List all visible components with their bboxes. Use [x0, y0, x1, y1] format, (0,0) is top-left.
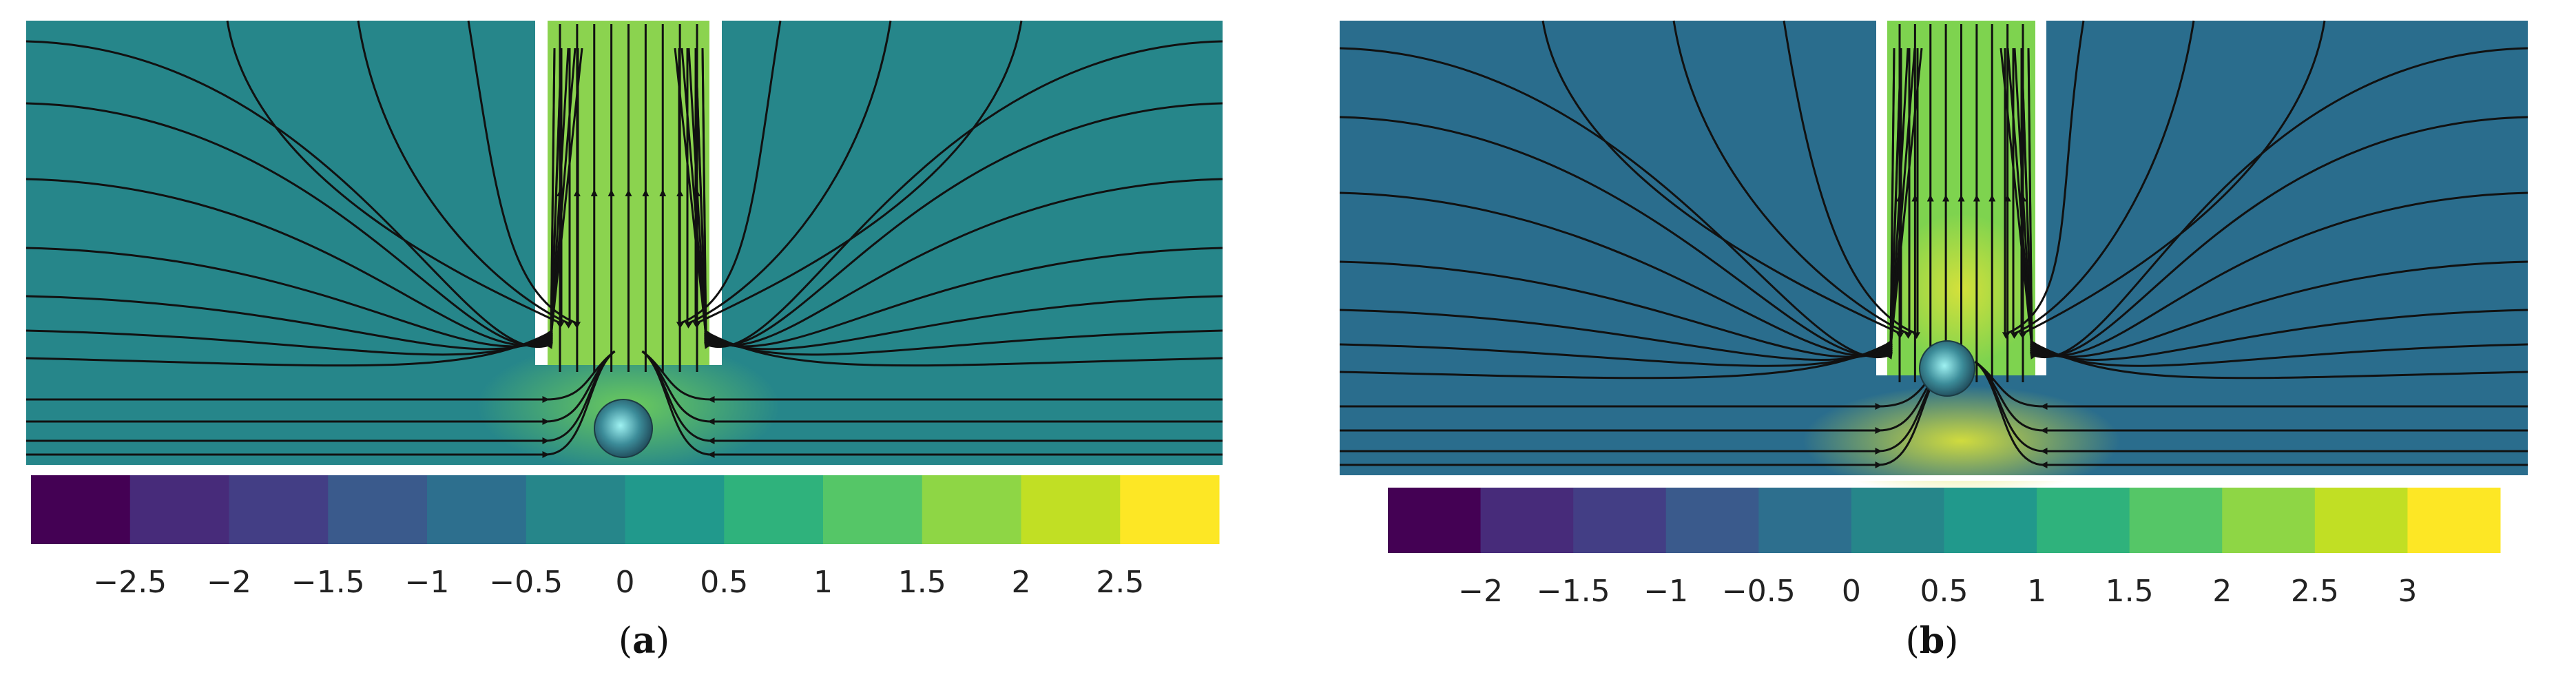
- colorbar-tick-label: 2.5: [2290, 574, 2339, 609]
- colorbar-tick-label: 2: [2212, 574, 2232, 609]
- streamlines: [25, 20, 1223, 459]
- streamline-top-left-2: [467, 20, 581, 329]
- streamline-left-2: [1339, 48, 1909, 357]
- streamline-top-right-1: [2010, 20, 2195, 339]
- streamline-right-6: [694, 48, 1223, 367]
- streamlines: [1339, 20, 2528, 469]
- colorbar-tick-label: −0.5: [1721, 574, 1796, 609]
- streamline-left-6: [1339, 48, 1902, 380]
- colorbar-tick-label: −2.5: [93, 565, 167, 600]
- colorbar-tick-label: 3: [2398, 574, 2418, 609]
- streamline-bottom-right-3: [641, 350, 1223, 459]
- streamline-bottom-right-3: [1974, 360, 2528, 469]
- colorbar-tick-label: −2: [1458, 574, 1504, 609]
- streamline-right-2: [687, 48, 1223, 346]
- streamline-top-left-0: [1541, 20, 1904, 339]
- colorbar-swatch-1: [129, 475, 229, 544]
- colorbar-tick-label: 1.5: [897, 565, 946, 600]
- colorbar-swatch-7: [724, 475, 824, 544]
- colorbar-tick-label: 0: [1841, 574, 1861, 609]
- particle-sphere: [594, 399, 653, 458]
- colorbar-tick-label: −1: [404, 565, 450, 600]
- streamline-top-left-1: [1672, 20, 1913, 339]
- flow-field-a: [25, 0, 1223, 544]
- streamline-top-left-1: [357, 20, 573, 329]
- colorbar-tick-label: 1.5: [2105, 574, 2154, 609]
- streamline-left-1: [1339, 48, 1902, 357]
- streamline-top-right-2: [2002, 20, 2085, 339]
- right-wall: [2035, 0, 2046, 375]
- colorbar-tick-label: −1.5: [291, 565, 365, 600]
- streamline-right-2: [2013, 48, 2528, 357]
- colorbar-swatch-0: [31, 475, 131, 544]
- streamline-right-1: [694, 48, 1223, 347]
- colorbar: [31, 475, 1220, 544]
- caption-a: (a): [618, 620, 670, 662]
- colorbar-swatch-6: [1944, 488, 2037, 553]
- streamline-top-right-1: [684, 20, 892, 329]
- colorbar-swatch-9: [2222, 488, 2316, 553]
- colorbar-swatch-5: [526, 475, 625, 544]
- colorbar-swatch-9: [922, 475, 1021, 544]
- streamline-right-0: [2027, 47, 2528, 360]
- colorbar-swatch-11: [2407, 488, 2501, 553]
- streamline-top-left-0: [226, 20, 565, 329]
- colorbar-swatch-2: [1573, 488, 1667, 553]
- colorbar-tick-label: −2: [207, 565, 251, 600]
- colorbar-tick-label: 0.5: [700, 565, 749, 600]
- bottom-edge: [1340, 475, 2528, 481]
- colorbar-swatch-2: [229, 475, 329, 544]
- flow-field-b: [1339, 0, 2528, 553]
- colorbar-swatch-0: [1388, 488, 1482, 553]
- streamline-right-0: [701, 40, 1223, 349]
- colorbar-swatch-5: [1851, 488, 1944, 553]
- streamline-left-2: [25, 48, 570, 346]
- colorbar-tick-label: 2.5: [1096, 565, 1145, 600]
- panel-a: −2.5 −2 −1.5 −1 −0.5 0 0.5 1 1.5 2 2.5 (a): [25, 0, 1223, 662]
- colorbar-tick-label: 2: [1011, 565, 1031, 600]
- particle-sphere: [1919, 340, 1975, 397]
- streamline-top-right-0: [692, 20, 1023, 329]
- left-wall: [1876, 0, 1887, 375]
- colorbar-swatch-11: [1120, 475, 1220, 544]
- streamline-left-0: [1339, 47, 1895, 360]
- colorbar-tick-label: 1: [2027, 574, 2047, 609]
- caption-b: (b): [1905, 620, 1959, 662]
- streamline-right-1: [2020, 48, 2528, 357]
- streamline-left-0: [25, 40, 556, 349]
- right-wall: [709, 0, 722, 365]
- colorbar-tick-label: −1.5: [1536, 574, 1610, 609]
- colorbar-swatch-7: [2037, 488, 2130, 553]
- colorbar-swatch-8: [823, 475, 923, 544]
- streamline-right-6: [2020, 48, 2528, 380]
- colorbar-tick-label: −0.5: [489, 565, 563, 600]
- colorbar-tick-label: 0: [615, 565, 635, 600]
- colorbar: [1388, 488, 2501, 553]
- colorbar-swatch-6: [625, 475, 725, 544]
- panel-b: −2 −1.5 −1 −0.5 0 0.5 1 1.5 2 2.5 3 (b): [1288, 0, 2576, 686]
- colorbar-swatch-10: [1021, 475, 1121, 544]
- colorbar-swatch-4: [1758, 488, 1852, 553]
- streamline-top-left-2: [1783, 20, 1921, 339]
- bottom-edge: [26, 465, 1223, 470]
- colorbar-swatch-3: [1665, 488, 1759, 553]
- colorbar-tick-label: −1: [1643, 574, 1689, 609]
- colorbar-swatch-3: [328, 475, 428, 544]
- colorbar-swatch-10: [2314, 488, 2408, 553]
- streamline-left-6: [25, 48, 563, 367]
- colorbar-swatch-4: [427, 475, 527, 544]
- junction-glow: [1803, 386, 2120, 496]
- streamline-bottom-left-3: [26, 350, 616, 459]
- colorbar-swatch-1: [1480, 488, 1574, 553]
- streamline-left-1: [25, 48, 563, 347]
- streamline-top-right-0: [2018, 20, 2326, 339]
- streamline-top-right-2: [676, 20, 782, 329]
- colorbar-tick-label: 1: [813, 565, 833, 600]
- colorbar-swatch-8: [2129, 488, 2223, 553]
- colorbar-tick-label: 0.5: [1920, 574, 1969, 609]
- left-wall: [535, 0, 548, 365]
